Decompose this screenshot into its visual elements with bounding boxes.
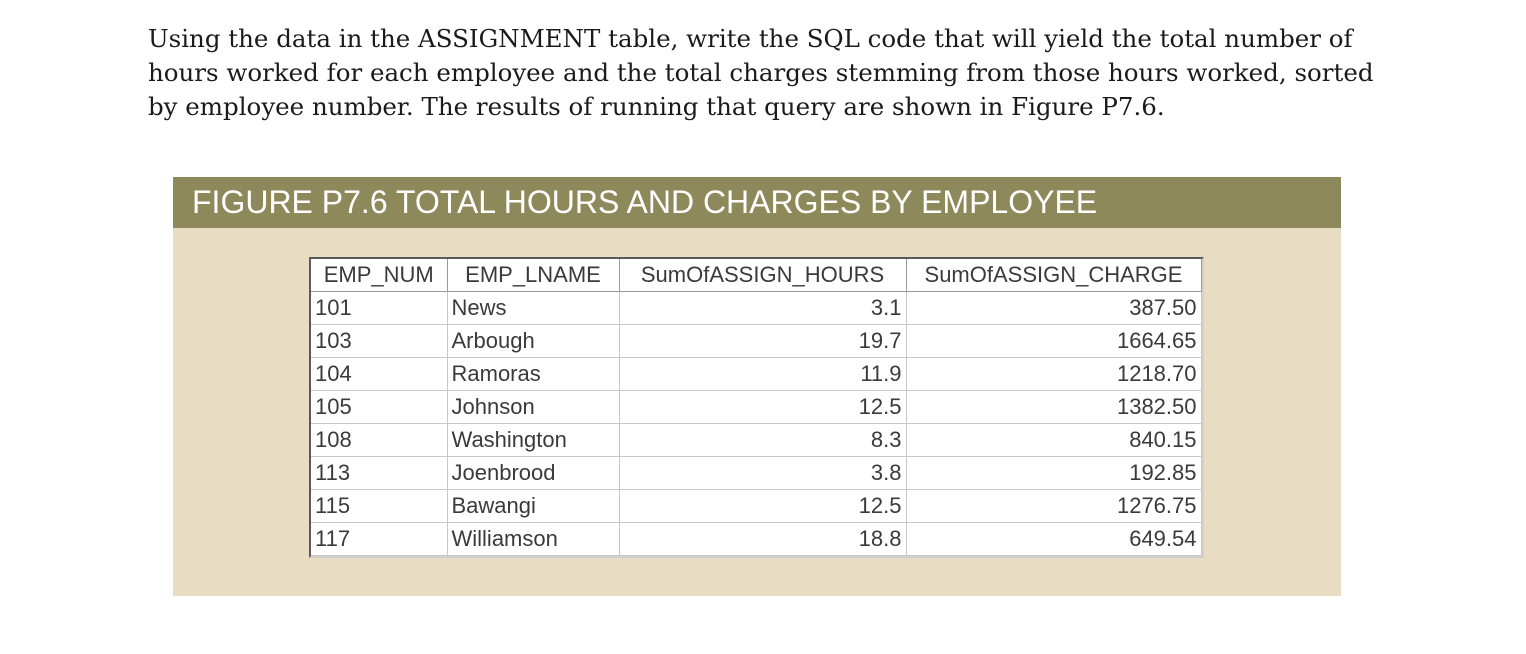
column-header-sum-hours[interactable]: SumOfASSIGN_HOURS (619, 259, 907, 292)
column-header-sum-charge[interactable]: SumOfASSIGN_CHARGE (906, 259, 1202, 292)
table-row[interactable]: 105 Johnson 12.5 1382.50 (311, 390, 1202, 424)
cell-emp-num[interactable]: 104 (311, 357, 448, 391)
cell-emp-lname[interactable]: Johnson (447, 390, 620, 424)
cell-sum-charge[interactable]: 1218.70 (906, 357, 1202, 391)
table-row[interactable]: 115 Bawangi 12.5 1276.75 (311, 489, 1202, 523)
table-row[interactable]: 104 Ramoras 11.9 1218.70 (311, 357, 1202, 391)
cell-sum-charge[interactable]: 192.85 (906, 456, 1202, 490)
cell-emp-lname[interactable]: Bawangi (447, 489, 620, 523)
cell-sum-hours[interactable]: 3.1 (619, 291, 907, 325)
cell-sum-charge[interactable]: 1382.50 (906, 390, 1202, 424)
cell-sum-charge[interactable]: 1664.65 (906, 324, 1202, 358)
table-row[interactable]: 103 Arbough 19.7 1664.65 (311, 324, 1202, 358)
cell-emp-num[interactable]: 117 (311, 522, 448, 556)
column-header-emp-lname[interactable]: EMP_LNAME (447, 259, 620, 292)
cell-emp-num[interactable]: 115 (311, 489, 448, 523)
cell-emp-lname[interactable]: Ramoras (447, 357, 620, 391)
figure-title: FIGURE P7.6 TOTAL HOURS AND CHARGES BY E… (173, 177, 1341, 228)
cell-sum-hours[interactable]: 12.5 (619, 390, 907, 424)
table-row[interactable]: 108 Washington 8.3 840.15 (311, 423, 1202, 457)
cell-sum-hours[interactable]: 3.8 (619, 456, 907, 490)
column-header-emp-num[interactable]: EMP_NUM (311, 259, 448, 292)
cell-emp-num[interactable]: 113 (311, 456, 448, 490)
table-header-row: EMP_NUM EMP_LNAME SumOfASSIGN_HOURS SumO… (311, 259, 1202, 292)
cell-sum-hours[interactable]: 19.7 (619, 324, 907, 358)
cell-sum-charge[interactable]: 1276.75 (906, 489, 1202, 523)
cell-sum-hours[interactable]: 11.9 (619, 357, 907, 391)
cell-emp-num[interactable]: 105 (311, 390, 448, 424)
cell-emp-lname[interactable]: Arbough (447, 324, 620, 358)
results-table: EMP_NUM EMP_LNAME SumOfASSIGN_HOURS SumO… (311, 259, 1202, 556)
cell-emp-lname[interactable]: Washington (447, 423, 620, 457)
figure-panel: FIGURE P7.6 TOTAL HOURS AND CHARGES BY E… (173, 177, 1341, 596)
table-row[interactable]: 113 Joenbrood 3.8 192.85 (311, 456, 1202, 490)
question-text: Using the data in the ASSIGNMENT table, … (148, 24, 1374, 121)
cell-emp-lname[interactable]: Joenbrood (447, 456, 620, 490)
cell-emp-num[interactable]: 101 (311, 291, 448, 325)
cell-emp-num[interactable]: 103 (311, 324, 448, 358)
results-table-frame: EMP_NUM EMP_LNAME SumOfASSIGN_HOURS SumO… (309, 257, 1204, 558)
cell-sum-charge[interactable]: 649.54 (906, 522, 1202, 556)
cell-sum-charge[interactable]: 387.50 (906, 291, 1202, 325)
table-row[interactable]: 117 Williamson 18.8 649.54 (311, 522, 1202, 556)
table-row[interactable]: 101 News 3.1 387.50 (311, 291, 1202, 325)
cell-emp-num[interactable]: 108 (311, 423, 448, 457)
cell-emp-lname[interactable]: Williamson (447, 522, 620, 556)
cell-sum-charge[interactable]: 840.15 (906, 423, 1202, 457)
cell-sum-hours[interactable]: 18.8 (619, 522, 907, 556)
cell-sum-hours[interactable]: 8.3 (619, 423, 907, 457)
cell-emp-lname[interactable]: News (447, 291, 620, 325)
cell-sum-hours[interactable]: 12.5 (619, 489, 907, 523)
